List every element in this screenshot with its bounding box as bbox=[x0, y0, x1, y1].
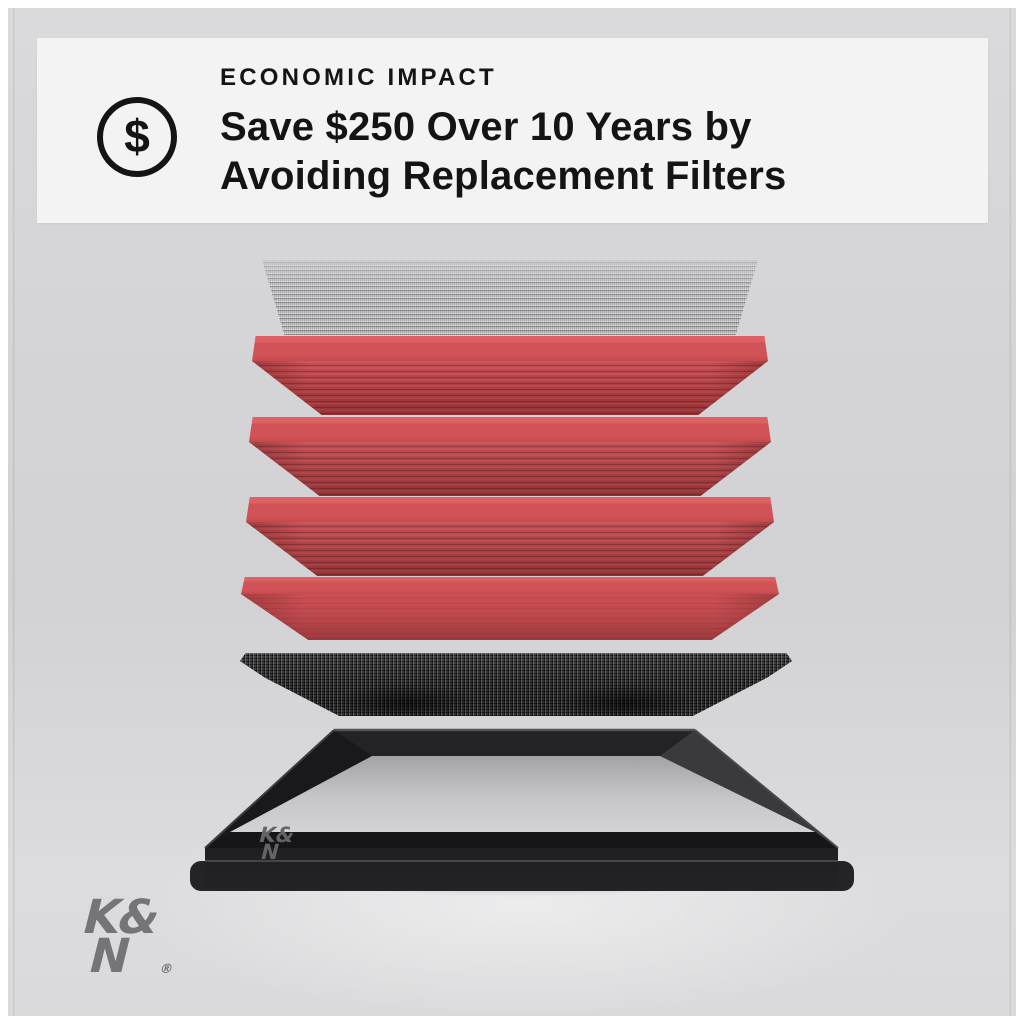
pleated-layer-pleats bbox=[252, 361, 768, 415]
dollar-sign: $ bbox=[124, 110, 150, 162]
frame-inner-left-wall bbox=[205, 730, 372, 848]
frame-kn-logo-top: K& bbox=[256, 823, 297, 848]
backdrop-seam-left bbox=[13, 8, 15, 1016]
filter-frame: K& N bbox=[190, 728, 854, 891]
pleated-layer-edge bbox=[252, 336, 768, 361]
kn-logo-top-text: K& bbox=[77, 893, 164, 945]
registered-trademark: ® bbox=[158, 962, 175, 977]
pleated-layer-edge bbox=[249, 417, 771, 442]
header-text-block: ECONOMIC IMPACT Save $250 Over 10 Years … bbox=[220, 64, 786, 201]
header-banner: $ ECONOMIC IMPACT Save $250 Over 10 Year… bbox=[37, 38, 988, 223]
headline-line-2: Avoiding Replacement Filters bbox=[220, 154, 787, 198]
pleated-layer-underside bbox=[308, 640, 712, 649]
pleated-layer-surface bbox=[241, 594, 779, 640]
backdrop-seam-right bbox=[1009, 8, 1011, 1016]
frame-inner-right-wall bbox=[660, 730, 838, 848]
pleated-layer-pleats bbox=[249, 442, 771, 496]
dollar-circle-icon: $ bbox=[97, 97, 177, 177]
frame-inner-back-wall bbox=[334, 730, 695, 756]
pleated-layer-edge bbox=[241, 577, 779, 594]
kn-brand-logo: K& N ® bbox=[77, 893, 175, 984]
frame-kn-logo-bottom: N bbox=[258, 840, 282, 865]
filter-pleated-media-layer-3 bbox=[246, 497, 774, 576]
frame-left-rim-highlight bbox=[204, 729, 335, 849]
frame-right-rim-highlight bbox=[694, 729, 839, 849]
pleated-layer-edge bbox=[246, 497, 774, 522]
filter-wire-screen-layer bbox=[240, 653, 792, 716]
filter-pleated-media-layer-4 bbox=[241, 577, 779, 649]
filter-pleated-media-layer-1 bbox=[252, 336, 768, 415]
frame-inner-floor bbox=[230, 756, 815, 832]
frame-kn-logo: K& N bbox=[256, 823, 297, 865]
frame-front-inner-lip bbox=[205, 832, 838, 848]
filter-top-screen-layer bbox=[262, 260, 758, 335]
filter-pleated-media-layer-2 bbox=[249, 417, 771, 496]
pleated-layer-pleats bbox=[246, 522, 774, 576]
header-eyebrow: ECONOMIC IMPACT bbox=[220, 64, 497, 91]
headline-line-1: Save $250 Over 10 Years by bbox=[220, 105, 752, 149]
header-headline: Save $250 Over 10 Years by Avoiding Repla… bbox=[220, 103, 786, 201]
